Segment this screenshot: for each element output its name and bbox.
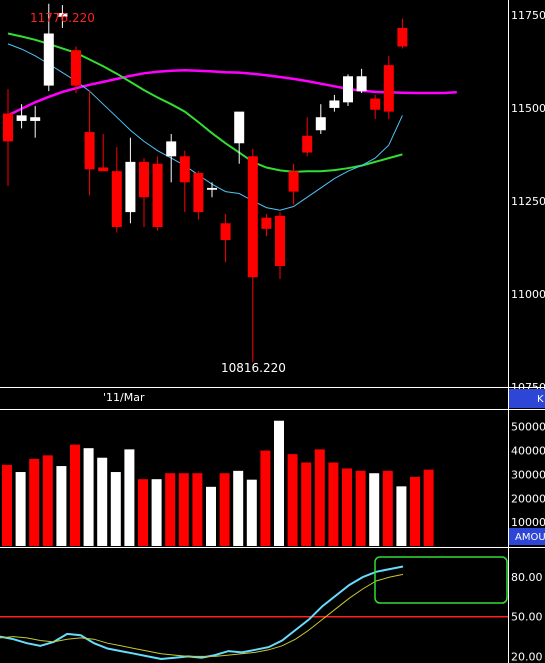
candle-down xyxy=(383,65,394,112)
volume-bar xyxy=(342,468,352,546)
volume-bar xyxy=(2,464,12,546)
candle-up xyxy=(57,13,68,17)
volume-bar xyxy=(206,486,216,546)
volume-bar xyxy=(287,454,298,546)
volume-bar xyxy=(97,457,108,546)
volume-bar xyxy=(151,479,162,546)
volume-bar xyxy=(165,473,176,546)
price-panel-tag-label: K xyxy=(537,394,544,405)
price-panel xyxy=(3,3,457,363)
volume-bar xyxy=(355,470,366,546)
volume-bar xyxy=(314,449,325,546)
volume-tick-label: 20000 xyxy=(511,492,545,505)
candle-up xyxy=(315,117,326,131)
candle-down xyxy=(111,171,122,227)
x-tick-label: '11/Mar xyxy=(103,391,145,404)
oscillator-k-line xyxy=(0,565,404,661)
price-tick-label: 11500 xyxy=(511,102,545,115)
candle-down xyxy=(3,113,13,142)
volume-bar xyxy=(274,420,284,546)
candle-down xyxy=(261,217,272,229)
candle-down xyxy=(275,215,285,267)
candle-up xyxy=(329,100,340,108)
volume-tick-label: 50000 xyxy=(511,421,545,434)
oscillator-panel xyxy=(0,565,508,661)
volume-panel-tag-label: AMOU xyxy=(515,532,545,543)
price-tick-label: 11750 xyxy=(511,9,545,22)
candle-down xyxy=(139,161,149,198)
price-tick-label: 11000 xyxy=(511,288,545,301)
candle-up xyxy=(125,161,136,213)
volume-bar xyxy=(328,462,339,546)
candle-up xyxy=(343,76,353,103)
price-tick-label: 11250 xyxy=(511,195,545,208)
candle-down xyxy=(179,156,190,183)
volume-bar xyxy=(192,473,203,546)
highlight-box xyxy=(374,556,508,604)
oscillator-tick-label: 80.00 xyxy=(511,571,543,584)
volume-bar xyxy=(219,473,230,546)
volume-bar xyxy=(382,470,393,546)
volume-bar xyxy=(410,476,420,546)
candle-down xyxy=(302,135,313,153)
candle-down xyxy=(193,173,204,213)
volume-bar xyxy=(15,472,26,546)
candle-down xyxy=(397,27,408,47)
candle-down xyxy=(98,167,109,172)
candle-up xyxy=(16,115,27,121)
volume-bar xyxy=(29,458,40,546)
volume-bar xyxy=(138,479,148,546)
oscillator-d-line xyxy=(0,573,404,657)
volume-bar xyxy=(233,470,244,546)
volume-bar xyxy=(178,473,189,546)
candle-down xyxy=(288,171,299,192)
candle-up xyxy=(166,141,177,157)
oscillator-tick-label: 20.00 xyxy=(511,650,543,663)
candle-down xyxy=(247,156,258,278)
volume-bar xyxy=(246,479,257,546)
volume-tick-label: 40000 xyxy=(511,445,545,458)
volume-bar xyxy=(260,450,271,546)
volume-tick-label: 10000 xyxy=(511,516,545,529)
candle-up xyxy=(356,76,367,92)
volume-bar xyxy=(124,449,135,546)
candle-up xyxy=(30,117,41,121)
candle-down xyxy=(152,163,163,227)
volume-bar xyxy=(70,444,80,546)
candle-up xyxy=(43,33,54,86)
volume-bar xyxy=(110,472,121,546)
candle-up xyxy=(207,187,217,190)
volume-bar xyxy=(56,466,67,546)
volume-bar xyxy=(83,448,94,546)
oscillator-tick-label: 50.00 xyxy=(511,611,543,624)
volume-tick-label: 30000 xyxy=(511,468,545,481)
candle-down xyxy=(220,223,231,241)
low-annotation: 10816.220 xyxy=(221,361,286,375)
volume-bar xyxy=(301,462,312,546)
volume-bar xyxy=(42,455,53,546)
oscillator-axis: 80.00 50.00 20.00 xyxy=(511,571,543,663)
date-strip: '11/Mar K xyxy=(103,389,545,408)
candle-up xyxy=(234,111,245,144)
ma-mid-line xyxy=(7,32,403,173)
volume-bar xyxy=(423,469,434,546)
candle-down xyxy=(370,98,381,110)
volume-bar xyxy=(396,486,407,546)
price-panel-tag xyxy=(509,389,545,408)
volume-panel-tag xyxy=(509,528,545,545)
candle-down xyxy=(84,132,95,170)
high-annotation: 11776.220 xyxy=(30,11,95,25)
candle-down xyxy=(71,50,81,86)
volume-axis: 50000 40000 30000 20000 10000 xyxy=(511,421,545,529)
volume-panel xyxy=(2,420,434,546)
volume-bar xyxy=(369,473,380,546)
